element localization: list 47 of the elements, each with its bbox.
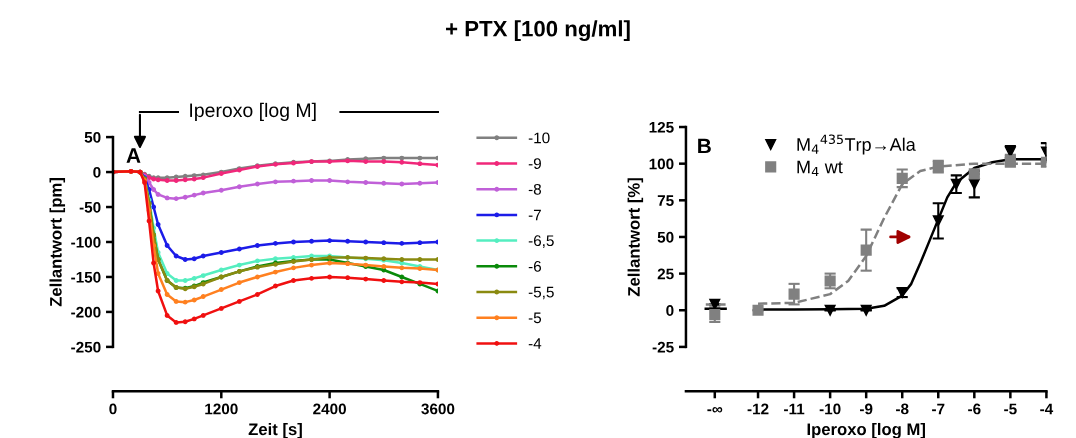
x-tick-label: -4 — [1040, 403, 1054, 415]
legend-label: M$_{4}$$^{435}$Trp→Ala — [797, 134, 916, 155]
y-tick-label: 125 — [649, 121, 674, 133]
y-tick-label: 75 — [657, 195, 674, 206]
annotation: B — [698, 138, 711, 154]
y-tick-label: -25 — [652, 341, 674, 353]
x-tick-label: -8 — [896, 403, 909, 415]
x-tick-label: -9 — [859, 403, 873, 415]
legend-label: -6 — [528, 260, 542, 272]
legend-label: -8 — [528, 183, 542, 195]
x-axis-title: Iperoxo [log M] — [807, 422, 925, 438]
x-tick-label: -11 — [784, 403, 805, 415]
x-tick-label: -12 — [747, 403, 769, 415]
x-tick-label: 3600 — [421, 403, 455, 415]
x-tick-label: 0 — [109, 403, 117, 415]
y-tick-label: 0 — [93, 166, 101, 178]
legend-label: -6,5 — [528, 235, 554, 248]
x-tick-label: -5 — [1004, 403, 1017, 415]
y-tick-label: 50 — [657, 231, 674, 243]
y-tick-label: 50 — [84, 131, 101, 143]
x-tick-label: 2400 — [313, 403, 346, 415]
x-axis-title: Zeit [s] — [248, 422, 302, 438]
y-tick-label: -250 — [71, 341, 101, 353]
legend-label: -5,5 — [528, 286, 554, 300]
y-tick-label: -150 — [71, 271, 101, 283]
x-tick-label: 1200 — [205, 403, 238, 415]
y-axis-title: Zellantwort [%] — [627, 178, 644, 297]
legend-label: -5 — [528, 312, 542, 324]
y-tick-label: 25 — [657, 268, 674, 280]
y-tick-label: 0 — [666, 305, 674, 316]
annotation: A — [126, 148, 141, 163]
legend-label: M$_{4}$ wt — [797, 160, 843, 177]
text: + PTX [100 ng/ml] — [446, 20, 630, 42]
legend-label: -10 — [528, 132, 550, 144]
y-tick-label: 100 — [649, 158, 674, 170]
x-tick-label: -10 — [819, 403, 841, 415]
legend-label: -7 — [528, 209, 541, 221]
x-tick-label: -7 — [932, 403, 945, 415]
text: Iperoxo [log M] — [190, 102, 316, 121]
y-tick-label: -200 — [71, 306, 101, 318]
x-tick-label: -6 — [968, 403, 981, 415]
y-axis-title: Zellantwort [pm] — [49, 178, 66, 307]
x-tick-label: -∞ — [707, 407, 723, 413]
y-tick-label: -100 — [71, 236, 101, 248]
legend-label: -4 — [528, 338, 542, 349]
legend-label: -9 — [528, 158, 541, 169]
y-tick-label: -50 — [79, 201, 101, 213]
